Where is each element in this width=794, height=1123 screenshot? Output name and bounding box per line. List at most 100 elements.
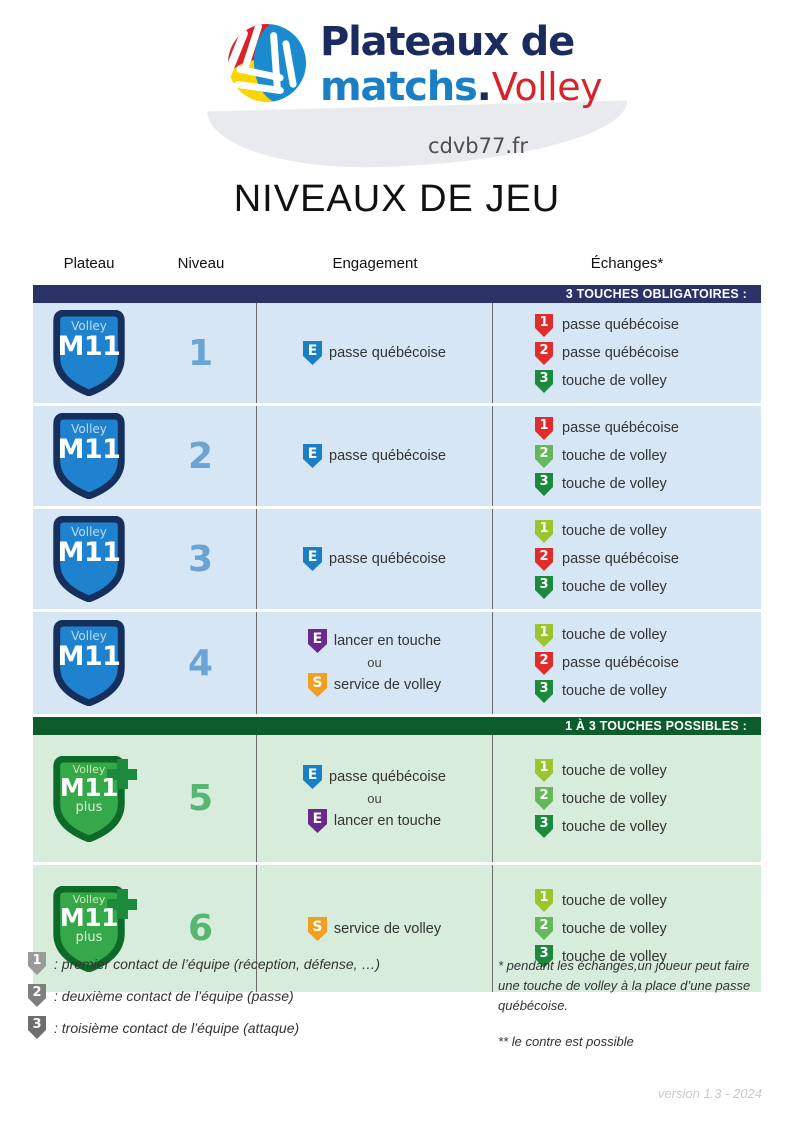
cell-plateau: Volley M11: [33, 406, 145, 506]
echanges-list: 1 passe québécoise 2 passe québécoise 3 touch…: [493, 313, 761, 393]
cell-niveau: 6: [145, 865, 257, 992]
touch-number-text: 1: [539, 314, 549, 330]
touch-number-text: 3: [539, 680, 549, 696]
echange-label: touche de volley: [562, 762, 667, 779]
page-title: NIVEAUX DE JEU: [233, 178, 561, 220]
touch-number-badge-3: 3: [535, 679, 553, 703]
engagement-icon-letter: E: [307, 446, 318, 462]
column-header-engagement: Engagement: [332, 255, 418, 272]
logo-website-url: cdvb77.fr: [428, 134, 529, 158]
echange-item: 1 touche de volley: [535, 623, 761, 647]
engagement-icon-letter: E: [307, 343, 318, 359]
plateau-badge-icon: Volley M11: [50, 413, 128, 499]
echange-label: touche de volley: [562, 476, 667, 492]
engagement-icon-letter: E: [307, 766, 318, 783]
footnotes: * pendant les échanges,un joueur peut fa…: [498, 956, 768, 1068]
niveau-number: 3: [187, 538, 214, 580]
site-logo: Plateaux de matchs.Volley cdvb77.fr: [0, 18, 794, 172]
touch-number-badge-1: 1: [535, 519, 553, 543]
echange-label: touche de volley: [562, 627, 667, 643]
echange-label: touche de volley: [562, 790, 667, 807]
engagement-icon-e: E: [303, 444, 323, 468]
echange-label: touche de volley: [562, 920, 667, 937]
touch-number-text: 3: [539, 946, 549, 961]
cell-echanges: 1 touche de volley 2 touche de volley 3 touch…: [493, 735, 761, 862]
echange-item: 2 touche de volley: [535, 787, 761, 810]
touch-number-badge-2: 2: [535, 651, 553, 675]
echanges-list: 1 touche de volley 2 passe québécoise 3 touch…: [493, 519, 761, 599]
echanges-list: 1 touche de volley 2 touche de volley 3 touch…: [493, 889, 761, 968]
touch-number-badge-2: 2: [535, 547, 553, 571]
cell-plateau: Volley M11: [33, 612, 145, 714]
echange-label: touche de volley: [562, 373, 667, 389]
touch-number-badge-1: 1: [535, 759, 553, 782]
plus-icon: [107, 888, 137, 919]
echange-item: 2 passe québécoise: [535, 651, 761, 675]
engagement-or-label: ou: [367, 790, 382, 806]
plateau-badge-icon: Volley M11: [50, 516, 128, 602]
plateau-badge-icon: Volley M11: [50, 310, 128, 396]
cell-echanges: 1 touche de volley 2 passe québécoise 3 touch…: [493, 509, 761, 609]
touch-number-text: 2: [539, 918, 549, 933]
table-column-headers: Plateau Niveau Engagement Échanges*: [33, 255, 761, 285]
echange-label: touche de volley: [562, 579, 667, 595]
touch-number-text: 2: [539, 652, 549, 668]
engagement-label: passe québécoise: [329, 768, 446, 785]
echange-item: 3 touche de volley: [535, 369, 761, 393]
engagement-icon-e: E: [303, 764, 323, 789]
touch-number-badge-3: 3: [535, 575, 553, 599]
touch-number-badge-1: 1: [28, 952, 46, 975]
niveau-number: 1: [187, 332, 214, 374]
logo-dot: .: [476, 64, 492, 110]
engagement-label: service de volley: [333, 677, 442, 693]
volleyball-icon: [228, 24, 306, 102]
engagement-icon-letter: S: [312, 918, 323, 935]
echange-item: 2 passe québécoise: [535, 341, 761, 365]
echanges-list: 1 touche de volley 2 passe québécoise 3 touch…: [493, 623, 761, 703]
touch-number-text: 3: [539, 473, 549, 489]
touch-number-text: 1: [539, 520, 549, 536]
cell-plateau: Volley M11: [33, 303, 145, 403]
cell-niveau: 3: [145, 509, 257, 609]
logo-line2-volley: Volley: [491, 65, 603, 109]
niveau-number: 5: [187, 778, 214, 819]
echange-label: passe québécoise: [562, 551, 679, 567]
echange-label: passe québécoise: [562, 317, 679, 333]
logo-line1: Plateaux de: [320, 19, 575, 65]
engagement-icon-letter: E: [307, 549, 318, 565]
column-header-niveau: Niveau: [177, 255, 225, 272]
engagement-icon-e: E: [303, 341, 323, 365]
touch-number-text: 3: [32, 1017, 42, 1032]
engagement-icon-e: E: [307, 808, 327, 833]
touch-number-badge-3: 3: [535, 472, 553, 496]
section-band-blue: 3 TOUCHES OBLIGATOIRES :: [33, 285, 761, 312]
cell-niveau: 1: [145, 303, 257, 403]
touch-number-text: 1: [539, 890, 549, 905]
legend-text: : premier contact de l’équipe (réception…: [54, 955, 381, 972]
touch-number-text: 1: [539, 417, 549, 433]
echange-label: touche de volley: [562, 948, 667, 965]
touch-number-badge-3: 3: [535, 815, 553, 838]
touch-number-badge-2: 2: [535, 917, 553, 940]
echange-item: 3 touche de volley: [535, 575, 761, 599]
engagement-icon-e: E: [303, 547, 323, 571]
cell-niveau: 4: [145, 612, 257, 714]
legend-item: 3: troisième contact de l’équipe (attaqu…: [28, 1016, 478, 1039]
touch-number-text: 2: [539, 548, 549, 564]
engagement-icon-e: E: [307, 629, 327, 653]
touch-number-text: 1: [539, 760, 549, 775]
cell-niveau: 2: [145, 406, 257, 506]
touch-number-text: 3: [539, 576, 549, 592]
